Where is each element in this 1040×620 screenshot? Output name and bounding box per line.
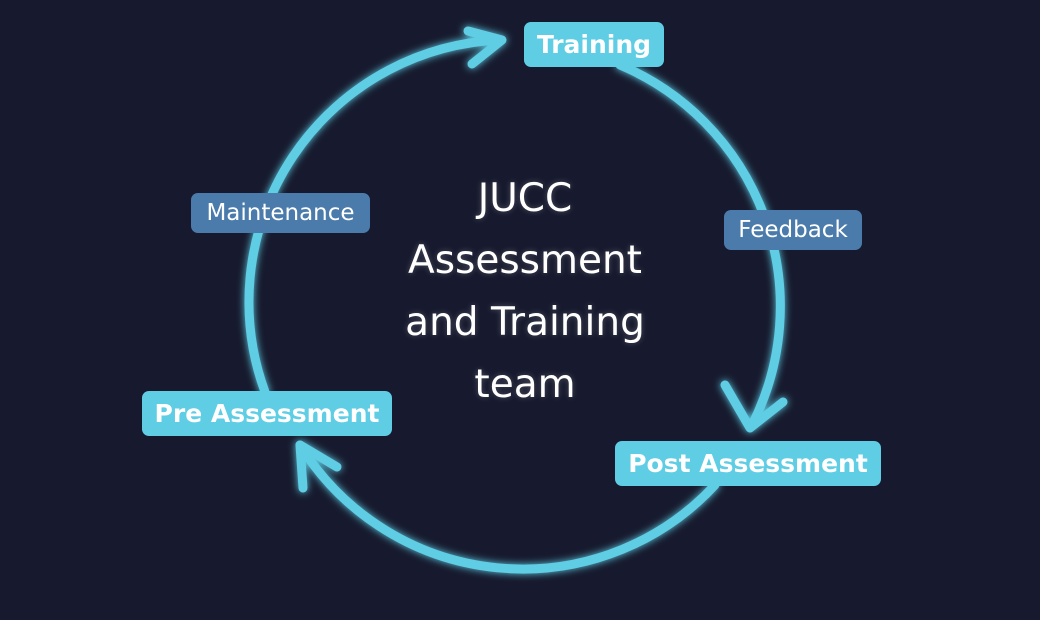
link-feedback-label: Feedback — [738, 217, 848, 243]
center-title-line: and Training — [405, 300, 645, 345]
link-feedback: Feedback — [724, 210, 862, 250]
stage-pre-assessment: Pre Assessment — [142, 391, 392, 436]
center-title-line: Assessment — [408, 238, 642, 283]
arrowhead-post — [720, 380, 788, 433]
link-maintenance: Maintenance — [191, 193, 370, 233]
stage-post-assessment-label: Post Assessment — [628, 449, 868, 478]
arrowhead-pre — [295, 440, 342, 493]
stage-training: Training — [524, 22, 664, 67]
arc-post-to-pre — [295, 440, 720, 574]
stage-pre-assessment-label: Pre Assessment — [154, 399, 380, 428]
center-title: JUCC Assessment and Training team — [370, 168, 680, 416]
arc-pre-to-training — [244, 35, 505, 397]
stage-training-label: Training — [536, 30, 652, 59]
link-maintenance-label: Maintenance — [206, 200, 355, 226]
stage-post-assessment: Post Assessment — [615, 441, 881, 486]
center-title-line: team — [474, 362, 576, 407]
center-title-line: JUCC — [477, 176, 573, 221]
arrowhead-training — [463, 26, 507, 69]
